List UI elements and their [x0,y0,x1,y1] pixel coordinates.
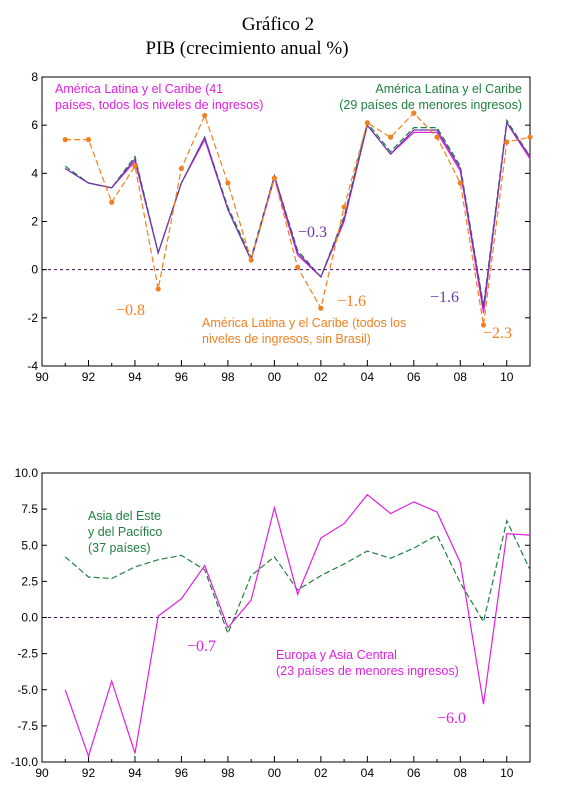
panel-1-x-tick-label: 02 [314,766,328,780]
panel-1-y-tick-label: -7.5 [17,719,38,733]
panel-1-annotation-3: Europa y Asia Central [276,648,397,662]
panel-1-y-tick-label: 5.0 [21,538,38,552]
panel-0-annotation-3: (29 países de menores ingresos) [339,98,522,112]
panel-0-series-line-1 [64,118,531,306]
panel-0-series-point-3 [132,163,138,169]
panel-1-y-tick-label: 10.0 [15,466,39,480]
panel-1-y-tick-label: 0.0 [21,611,38,625]
panel-1-y-tick-label: -2.5 [17,647,38,661]
panel-0-x-tick-label: 08 [454,370,468,384]
panel-1-y-tick-label: -5.0 [17,683,38,697]
panel-0-x-tick-label: 10 [500,370,514,384]
panel-1-x-tick-label: 96 [175,766,189,780]
panel-0-x-tick-label: 00 [268,370,282,384]
panel-0-series-point-3 [85,137,92,143]
panel-0-x-tick-label: 92 [82,370,96,384]
panel-1-x-tick-label: 94 [128,766,142,780]
panel-1-y-tick-label: 7.5 [21,502,38,516]
panel-0-series-point-3 [387,134,394,140]
panel-0-annotation-4: América Latina y el Caribe (todos los [202,316,406,330]
panel-1-x-tick-label: 04 [361,766,375,780]
panel-1-y-tick-label: 2.5 [21,574,38,588]
panel-1-y-tick-label: -10.0 [11,755,39,769]
panel-1-x-tick-label: 06 [407,766,421,780]
panel-0-series-point-3 [341,204,347,210]
panel-1-annotation-5: −0.7 [187,638,216,655]
panel-0-y-tick-label: 2 [31,215,38,229]
panel-0-annotation-0: América Latina y el Caribe (41 [55,82,223,96]
panel-0-series-line-3 [65,112,531,326]
panel-0-series-point-3 [504,139,510,145]
panel-1-x-tick-label: 08 [454,766,468,780]
panel-0-series-point-3 [109,199,115,205]
panel-1-x-tick-label: 98 [221,766,235,780]
panel-1-series-line-1 [64,493,531,759]
panel-0-series-line-2 [64,121,531,309]
panel-0-annotation-6: −0.3 [298,224,327,241]
panel-1-series-line-0 [64,518,531,636]
panel-0-annotation-9: −1.6 [430,289,459,306]
panel-1-annotation-6: −6.0 [437,710,466,727]
panel-1-x-tick-label: 10 [500,766,514,780]
panel-1-annotation-1: y del Pacífico [88,525,162,539]
panel-0-series-point-3 [155,286,161,292]
panel-0-x-tick-label: 02 [314,370,328,384]
panel-0-x-tick-label: 90 [35,370,49,384]
panel-0-annotation-2: América Latina y el Caribe [375,82,522,96]
panel-0-y-tick-label: 0 [31,263,38,277]
panel-0-x-tick-label: 98 [221,370,235,384]
panel-0-series-point-3 [434,134,440,140]
panel-0-series-point-3 [248,257,254,263]
panel-1-x-tick-label: 00 [268,766,282,780]
panel-0-annotation-8: −1.6 [337,293,366,310]
panel-asia-europe: -10.0 -7.5 -5.0 -2.5 0.0 2.5 5.0 7.5 10.0 90 92 94 9… [11,466,531,780]
panel-0-series-point-3 [225,180,231,186]
panel-0-series-point-3 [457,180,463,186]
panel-0-series-point-3 [62,137,68,143]
panel-0-series-point-3 [364,120,370,126]
figure-subtitle: PIB (crecimiento anual %) [145,38,348,59]
panel-0-x-tick-label: 06 [407,370,421,384]
panel-0-series-line-0 [64,121,531,314]
panel-0-x-tick-label: 94 [128,370,142,384]
panel-0-series-point-3 [318,305,324,311]
panel-0-y-tick-label: -4 [27,359,38,373]
figure-title: Gráfico 2 [242,14,314,35]
panel-0-series-point-3 [411,110,417,116]
panel-0-y-tick-label: 6 [31,118,38,132]
panel-1-x-tick-label: 92 [82,766,96,780]
panel-0-annotation-7: −0.8 [116,302,145,319]
panel-0-annotation-1: países, todos los niveles de ingresos) [55,98,263,112]
panel-0-y-tick-label: 8 [31,70,38,84]
panel-0-series-point-3 [178,165,185,172]
panel-0-series-point-3 [295,264,301,270]
panel-0-x-tick-label: 04 [361,370,375,384]
panel-1-annotation-4: (23 países de menores ingresos) [276,664,459,678]
panel-0-annotation-5: niveles de ingresos, sin Brasil) [202,332,371,346]
panel-0-x-tick-label: 96 [175,370,189,384]
panel-0-y-tick-label: 4 [31,166,38,180]
panel-1-annotation-0: Asia del Este [88,509,161,523]
panel-0-series-point-3 [480,322,487,328]
panel-1-x-tick-label: 90 [35,766,49,780]
panel-0-series-point-3 [271,175,277,181]
panel-1-annotation-2: (37 países) [88,541,151,555]
panel-0-y-tick-label: -2 [27,311,38,325]
panel-0-annotation-10: −2.3 [483,325,512,342]
panel-0-series-point-3 [527,134,533,140]
panel-0-series-point-3 [202,112,208,119]
